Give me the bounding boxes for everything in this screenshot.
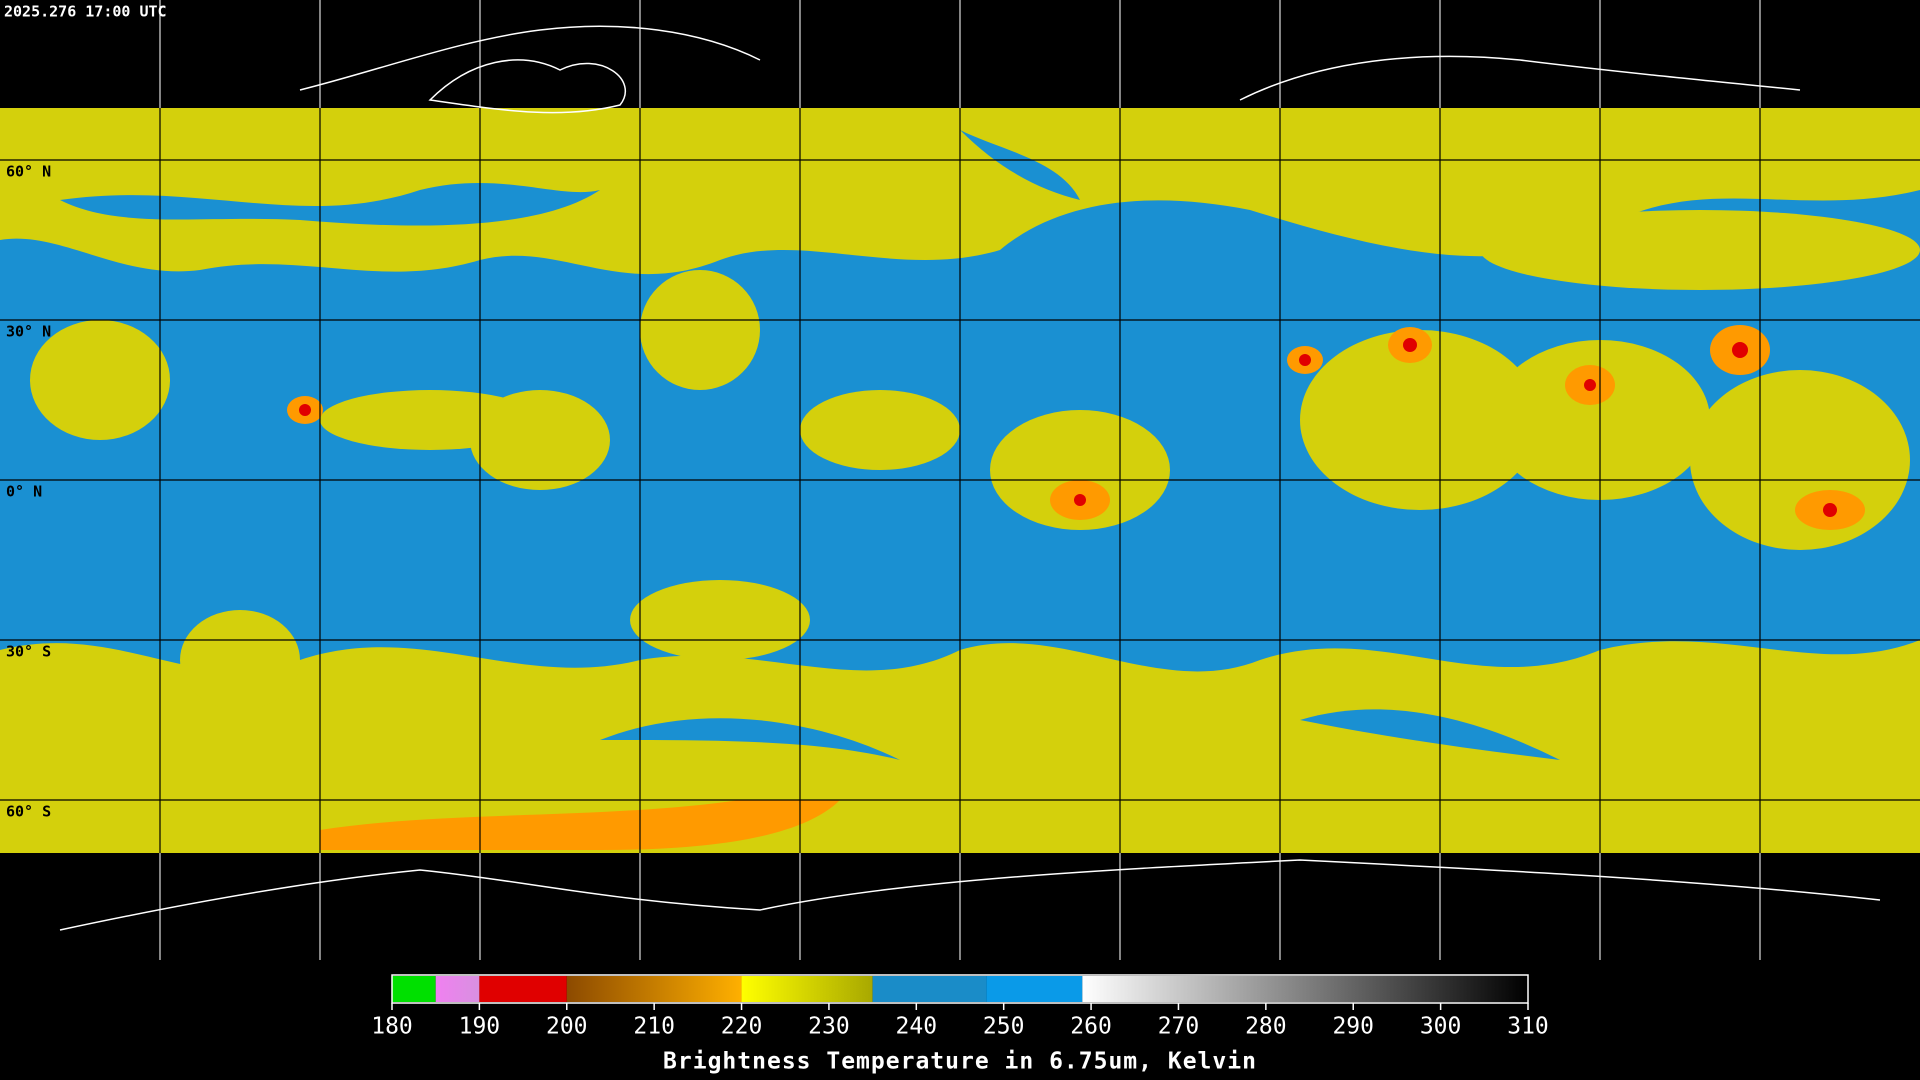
colorbar-frame: [391, 974, 1529, 1004]
deep-convection: [299, 338, 1837, 517]
colorbar: 180 190 200 210 220 230 240 250 260 270 280 290 300 3…: [371, 974, 1549, 1040]
colorbar-tick-label: 190: [459, 1014, 501, 1040]
colorbar-tick-label: 200: [546, 1014, 588, 1040]
moist-streaks: [60, 130, 1560, 760]
colorbar-tick-label: 250: [983, 1014, 1025, 1040]
coastlines: [59, 25, 1881, 931]
colorbar-segment: [1082, 976, 1528, 1002]
colorbar-tick-label: 290: [1332, 1014, 1374, 1040]
colorbar-tick-label: 180: [371, 1014, 413, 1040]
colorbar-segment: [986, 976, 1083, 1002]
colorbar-tick-label: 260: [1070, 1014, 1112, 1040]
colorbar-segment: [741, 976, 873, 1002]
colorbar-segment: [566, 976, 742, 1002]
colorbar-tick-label: 240: [896, 1014, 938, 1040]
colorbar-tick-label: 280: [1245, 1014, 1287, 1040]
latitude-label: 30° N: [6, 323, 51, 341]
colorbar-tick-label: 230: [808, 1014, 850, 1040]
latitude-label: 0° N: [6, 483, 42, 501]
timestamp: 2025.276 17:00 UTC: [4, 3, 167, 21]
colorbar-tick-label: 210: [633, 1014, 675, 1040]
grid-inner: [0, 108, 1920, 853]
colorbar-title: Brightness Temperature in 6.75um, Kelvin: [663, 1049, 1257, 1075]
latitude-label: 30° S: [6, 643, 51, 661]
colorbar-segment: [479, 976, 567, 1002]
colorbar-tick-label: 300: [1420, 1014, 1462, 1040]
colorbar-tick-label: 270: [1158, 1014, 1200, 1040]
colorbar-tick-label: 220: [721, 1014, 763, 1040]
colorbar-segment: [435, 976, 480, 1002]
latitude-label: 60° N: [6, 163, 51, 181]
latitude-label: 60° S: [6, 803, 51, 821]
colorbar-segment: [872, 976, 987, 1002]
colorbar-tick-label: 310: [1507, 1014, 1549, 1040]
colorbar-segment: [392, 976, 436, 1002]
